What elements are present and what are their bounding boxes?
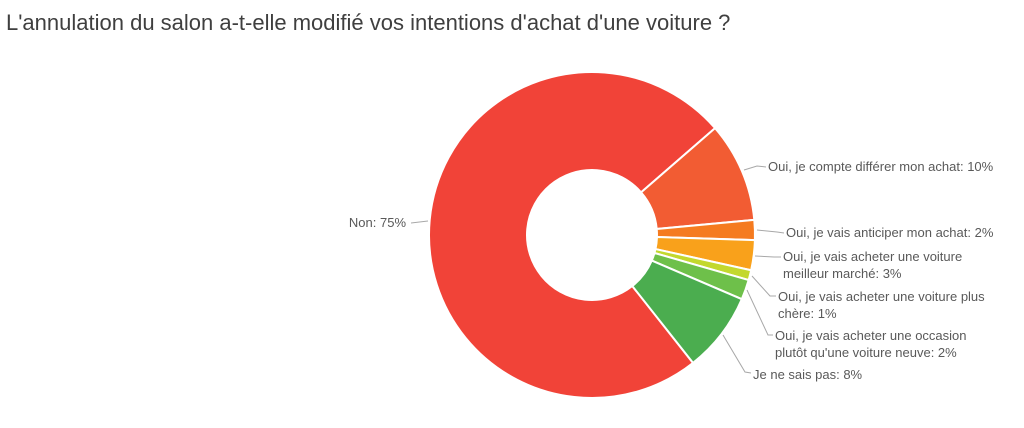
slice-label-non: Non: 75% [330, 215, 406, 231]
slice-label-meilleur-marche: Oui, je vais acheter une voiture meilleu… [783, 248, 962, 282]
label-connector-non [410, 220, 429, 224]
label-connector-differer [743, 165, 767, 171]
pie-slice-saispas[interactable] [630, 259, 744, 365]
slice-label-plus-chere: Oui, je vais acheter une voiture plus ch… [778, 288, 985, 322]
slice-label-text: Oui, je vais anticiper mon achat: 2% [786, 225, 994, 240]
pie-slice-non[interactable] [428, 71, 717, 399]
slice-label-text: Non: 75% [348, 215, 406, 230]
label-connector-anticiper [756, 229, 785, 234]
donut-slices [428, 71, 757, 399]
slice-label-text: meilleur marché: 3% [783, 266, 902, 281]
label-connector-saispas [722, 334, 752, 374]
slice-label-differer: Oui, je compte différer mon achat: 10% [768, 159, 993, 175]
label-connectors [410, 165, 785, 374]
slice-label-text: plutôt qu'une voiture neuve: 2% [775, 345, 957, 360]
slice-label-je-ne-sais-pas: Je ne sais pas: 8% [753, 367, 862, 383]
chart-title: L'annulation du salon a-t-elle modifié v… [6, 10, 731, 35]
slice-label-text: Oui, je compte différer mon achat: 10% [768, 159, 994, 174]
slice-label-text: Oui, je vais acheter une voiture [783, 249, 963, 264]
label-connector-chere [751, 275, 776, 297]
slice-label-occasion: Oui, je vais acheter une occasion plutôt… [775, 327, 967, 361]
slice-label-text: Je ne sais pas: 8% [753, 367, 863, 382]
slice-label-text: Oui, je vais acheter une occasion [775, 328, 967, 343]
slice-label-anticiper: Oui, je vais anticiper mon achat: 2% [786, 225, 993, 241]
slice-label-text: chère: 1% [778, 306, 837, 321]
label-connector-occasion [746, 289, 773, 336]
label-connector-meilleur [754, 255, 781, 258]
slice-label-text: Oui, je vais acheter une voiture plus [778, 289, 985, 304]
